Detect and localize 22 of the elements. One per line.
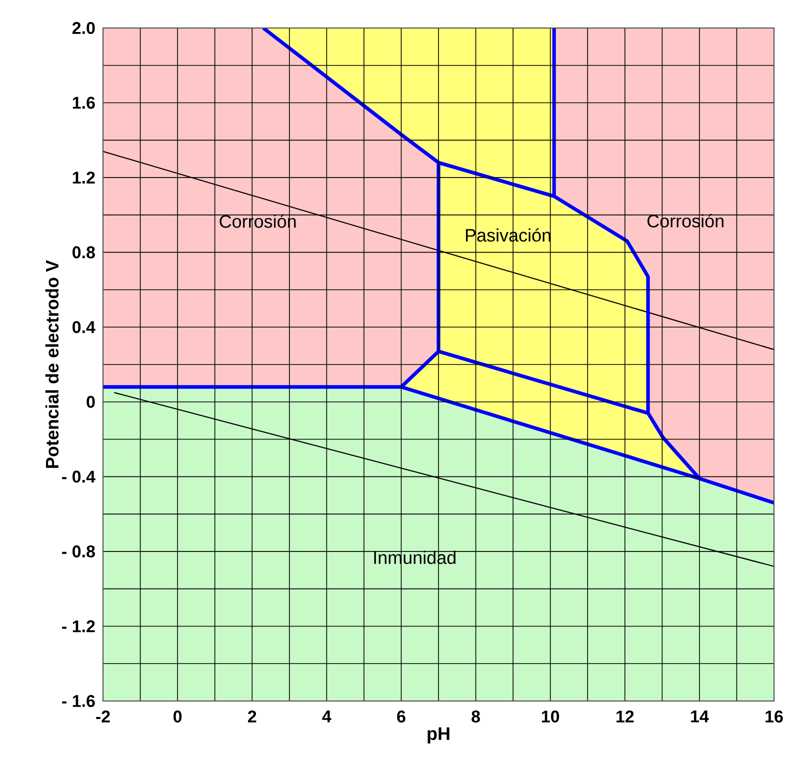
- y-axis-title: Potencial de electrodo V: [45, 260, 59, 468]
- y-tick-label: - 0.8: [62, 545, 95, 558]
- x-tick-label: -2: [96, 710, 110, 722]
- x-tick-label: 16: [766, 710, 783, 723]
- y-tick-label: - 1.2: [62, 620, 95, 632]
- y-tick-label: 2.0: [72, 22, 95, 34]
- x-axis-title: pH: [428, 727, 450, 744]
- x-tick-label: 10: [542, 710, 560, 723]
- y-tick-label: 0.4: [72, 321, 96, 334]
- y-tick-label: - 0.4: [62, 470, 96, 483]
- y-tick-label: 1.6: [72, 96, 95, 109]
- x-tick-label: 6: [397, 710, 406, 723]
- y-tick-label: 0: [86, 396, 95, 408]
- x-tick-label: 8: [472, 710, 480, 723]
- x-tick-label: 12: [616, 710, 634, 722]
- y-tick-label: - 1.6: [62, 694, 95, 708]
- y-tick-label: 1.2: [72, 172, 95, 184]
- x-tick-label: 14: [691, 710, 709, 722]
- x-tick-label: 0: [174, 710, 182, 723]
- y-tick-label: 0.8: [72, 246, 95, 258]
- x-tick-label: 4: [322, 710, 332, 722]
- x-tick-label: 2: [248, 710, 256, 722]
